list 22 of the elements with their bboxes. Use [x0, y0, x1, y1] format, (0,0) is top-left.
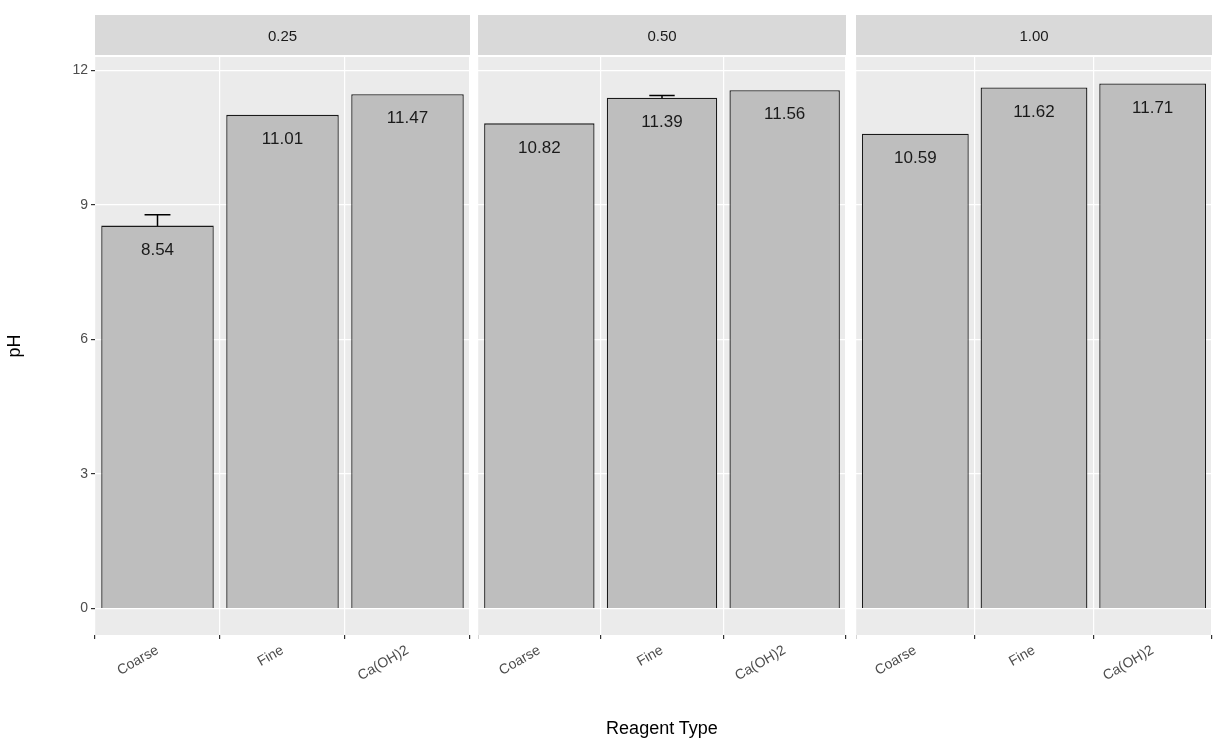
y-tick-label: 3 — [80, 464, 89, 481]
chart-title: 1.00 — [856, 15, 1212, 55]
data-label: 10.59 — [894, 147, 937, 167]
x-tick-label: Fine — [254, 641, 287, 669]
y-tick-label: 9 — [80, 195, 89, 212]
data-label: 10.82 — [518, 137, 561, 157]
y-axis-title: pH — [3, 334, 24, 358]
y-tick-label: 0 — [80, 599, 89, 616]
data-label: 11.62 — [1013, 101, 1055, 121]
data-label: 8.54 — [140, 239, 175, 259]
x-tick-label: Fine — [1005, 641, 1038, 669]
data-label: 11.71 — [1132, 97, 1174, 117]
x-tick-label: Fine — [633, 641, 666, 669]
x-axis-title: Reagent Type — [605, 718, 719, 739]
y-tick-label: 12 — [72, 61, 89, 78]
data-label: 11.39 — [641, 111, 683, 131]
chart-title: 0.25 — [95, 15, 470, 55]
data-label: 11.47 — [386, 108, 429, 128]
chart-title: 0.50 — [478, 15, 846, 55]
y-tick-label: 6 — [80, 330, 89, 347]
data-label: 11.56 — [764, 104, 806, 124]
data-label: 11.01 — [261, 129, 304, 149]
